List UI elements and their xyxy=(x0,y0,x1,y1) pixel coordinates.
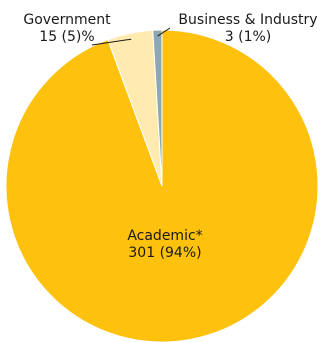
label-government-value: 15 (5)% xyxy=(39,29,94,45)
label-government-name: Government xyxy=(23,12,111,28)
label-academic-name: Academic* xyxy=(127,228,202,244)
government-leader-line xyxy=(91,38,132,46)
label-business-name: Business & Industry xyxy=(178,12,317,28)
label-academic-value: 301 (94%) xyxy=(128,245,201,261)
label-business-value: 3 (1%) xyxy=(225,29,272,45)
pie-slice-business-industry xyxy=(152,29,163,187)
business-leader-line xyxy=(157,27,171,37)
pie-slices xyxy=(5,29,319,342)
